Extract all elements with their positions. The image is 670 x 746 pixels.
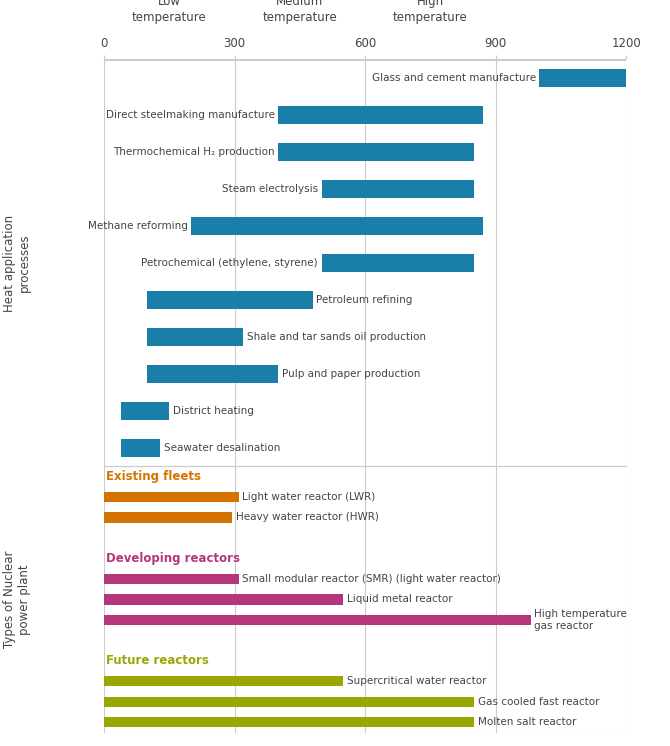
Text: Medium
temperature: Medium temperature bbox=[263, 0, 337, 24]
Text: High temperature
gas reactor: High temperature gas reactor bbox=[534, 609, 627, 630]
Bar bbox=[322, 180, 474, 198]
Bar bbox=[121, 401, 169, 420]
Text: Liquid metal reactor: Liquid metal reactor bbox=[347, 595, 452, 604]
Text: Direct steelmaking manufacture: Direct steelmaking manufacture bbox=[106, 110, 275, 120]
Text: Steam electrolysis: Steam electrolysis bbox=[222, 184, 318, 194]
Text: Light water reactor (LWR): Light water reactor (LWR) bbox=[243, 492, 376, 502]
Bar bbox=[147, 365, 278, 383]
Bar bbox=[121, 439, 161, 457]
Bar bbox=[104, 697, 474, 707]
Text: Heavy water reactor (HWR): Heavy water reactor (HWR) bbox=[236, 513, 379, 522]
Text: Petroleum refining: Petroleum refining bbox=[316, 295, 413, 305]
Text: Low
temperature: Low temperature bbox=[132, 0, 206, 24]
Bar bbox=[104, 574, 239, 584]
Bar bbox=[104, 717, 474, 727]
Text: Types of Nuclear
power plant: Types of Nuclear power plant bbox=[3, 551, 31, 648]
Bar bbox=[104, 676, 343, 686]
Bar bbox=[278, 106, 482, 125]
Bar bbox=[147, 327, 243, 346]
Bar bbox=[278, 142, 474, 161]
Text: Pulp and paper production: Pulp and paper production bbox=[281, 369, 420, 379]
Text: Shale and tar sands oil production: Shale and tar sands oil production bbox=[247, 332, 425, 342]
Text: Molten salt reactor: Molten salt reactor bbox=[478, 718, 576, 727]
Text: District heating: District heating bbox=[173, 406, 253, 416]
Bar bbox=[104, 492, 239, 502]
Text: Petrochemical (ethylene, styrene): Petrochemical (ethylene, styrene) bbox=[141, 258, 318, 268]
Bar bbox=[322, 254, 474, 272]
Text: Supercritical water reactor: Supercritical water reactor bbox=[347, 677, 486, 686]
Text: Small modular reactor (SMR) (light water reactor): Small modular reactor (SMR) (light water… bbox=[243, 574, 501, 584]
Text: Existing fleets: Existing fleets bbox=[106, 470, 201, 483]
Text: Developing reactors: Developing reactors bbox=[106, 552, 240, 565]
Bar bbox=[191, 217, 482, 235]
Text: Seawater desalination: Seawater desalination bbox=[164, 443, 280, 453]
Text: Heat application
processes: Heat application processes bbox=[3, 214, 31, 312]
Text: High
temperature: High temperature bbox=[393, 0, 468, 24]
Text: Methane reforming: Methane reforming bbox=[88, 221, 188, 231]
Bar bbox=[104, 615, 531, 625]
Text: Thermochemical H₂ production: Thermochemical H₂ production bbox=[113, 147, 275, 157]
Text: Gas cooled fast reactor: Gas cooled fast reactor bbox=[478, 697, 599, 707]
Bar bbox=[147, 291, 313, 309]
Text: Glass and cement manufacture: Glass and cement manufacture bbox=[372, 73, 536, 83]
Bar bbox=[104, 513, 232, 523]
Text: Future reactors: Future reactors bbox=[106, 654, 209, 668]
Bar bbox=[539, 69, 626, 87]
Bar bbox=[104, 595, 343, 604]
